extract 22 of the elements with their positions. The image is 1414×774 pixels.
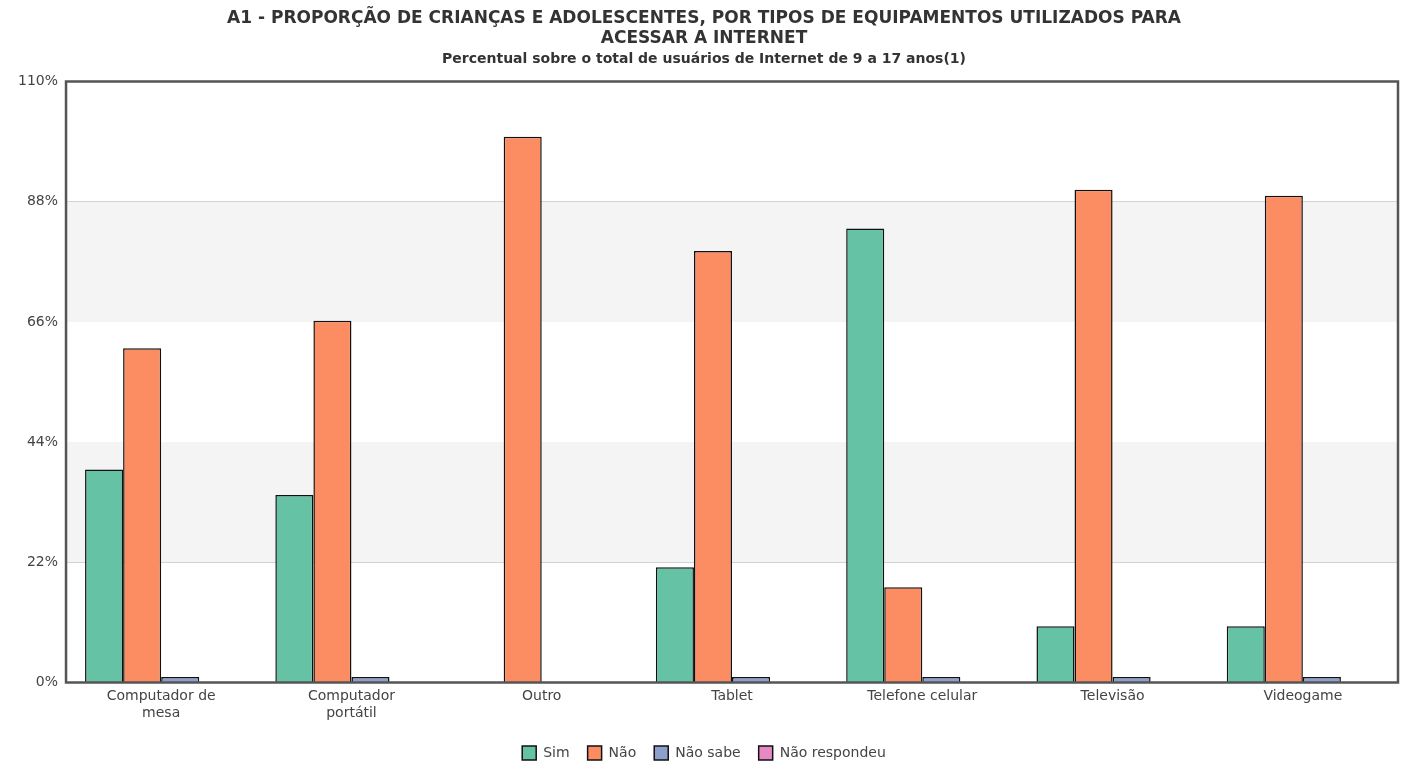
legend-label: Não sabe <box>675 743 741 760</box>
x-tick-label: Telefone celular <box>866 687 978 704</box>
y-tick-label: 0% <box>35 673 59 690</box>
legend-label: Não respondeu <box>779 743 886 760</box>
y-tick-label: 44% <box>26 432 59 449</box>
y-tick-label: 66% <box>26 312 59 329</box>
x-tick-label: Tablet <box>710 687 754 704</box>
text: A1 - PROPORÇÃO DE CRIANÇAS E ADOLESCENTES, POR TIPOS DE EQUIPAMENTOS UTILIZADOS PARA <box>227 6 1181 27</box>
category-label: Computador <box>307 687 395 704</box>
y-tick-label: 22% <box>26 552 59 569</box>
x-tick-label: Televisão <box>1079 687 1145 704</box>
category-label: portátil <box>326 704 377 721</box>
text: ACESSAR A INTERNET <box>600 27 808 48</box>
y-tick-label: 88% <box>26 192 59 209</box>
category-label: Computador de <box>106 687 216 704</box>
x-tick-label: Outro <box>522 687 562 704</box>
legend-label: Não <box>608 743 637 760</box>
y-tick-label: 110% <box>17 72 59 89</box>
x-tick-label: Videogame <box>1263 687 1343 704</box>
legend-label: Sim <box>543 743 570 760</box>
chart-subtitle: Percentual sobre o total de usuários de Internet de 9 a 17 anos(1) <box>442 49 966 66</box>
category-label: mesa <box>142 704 181 721</box>
